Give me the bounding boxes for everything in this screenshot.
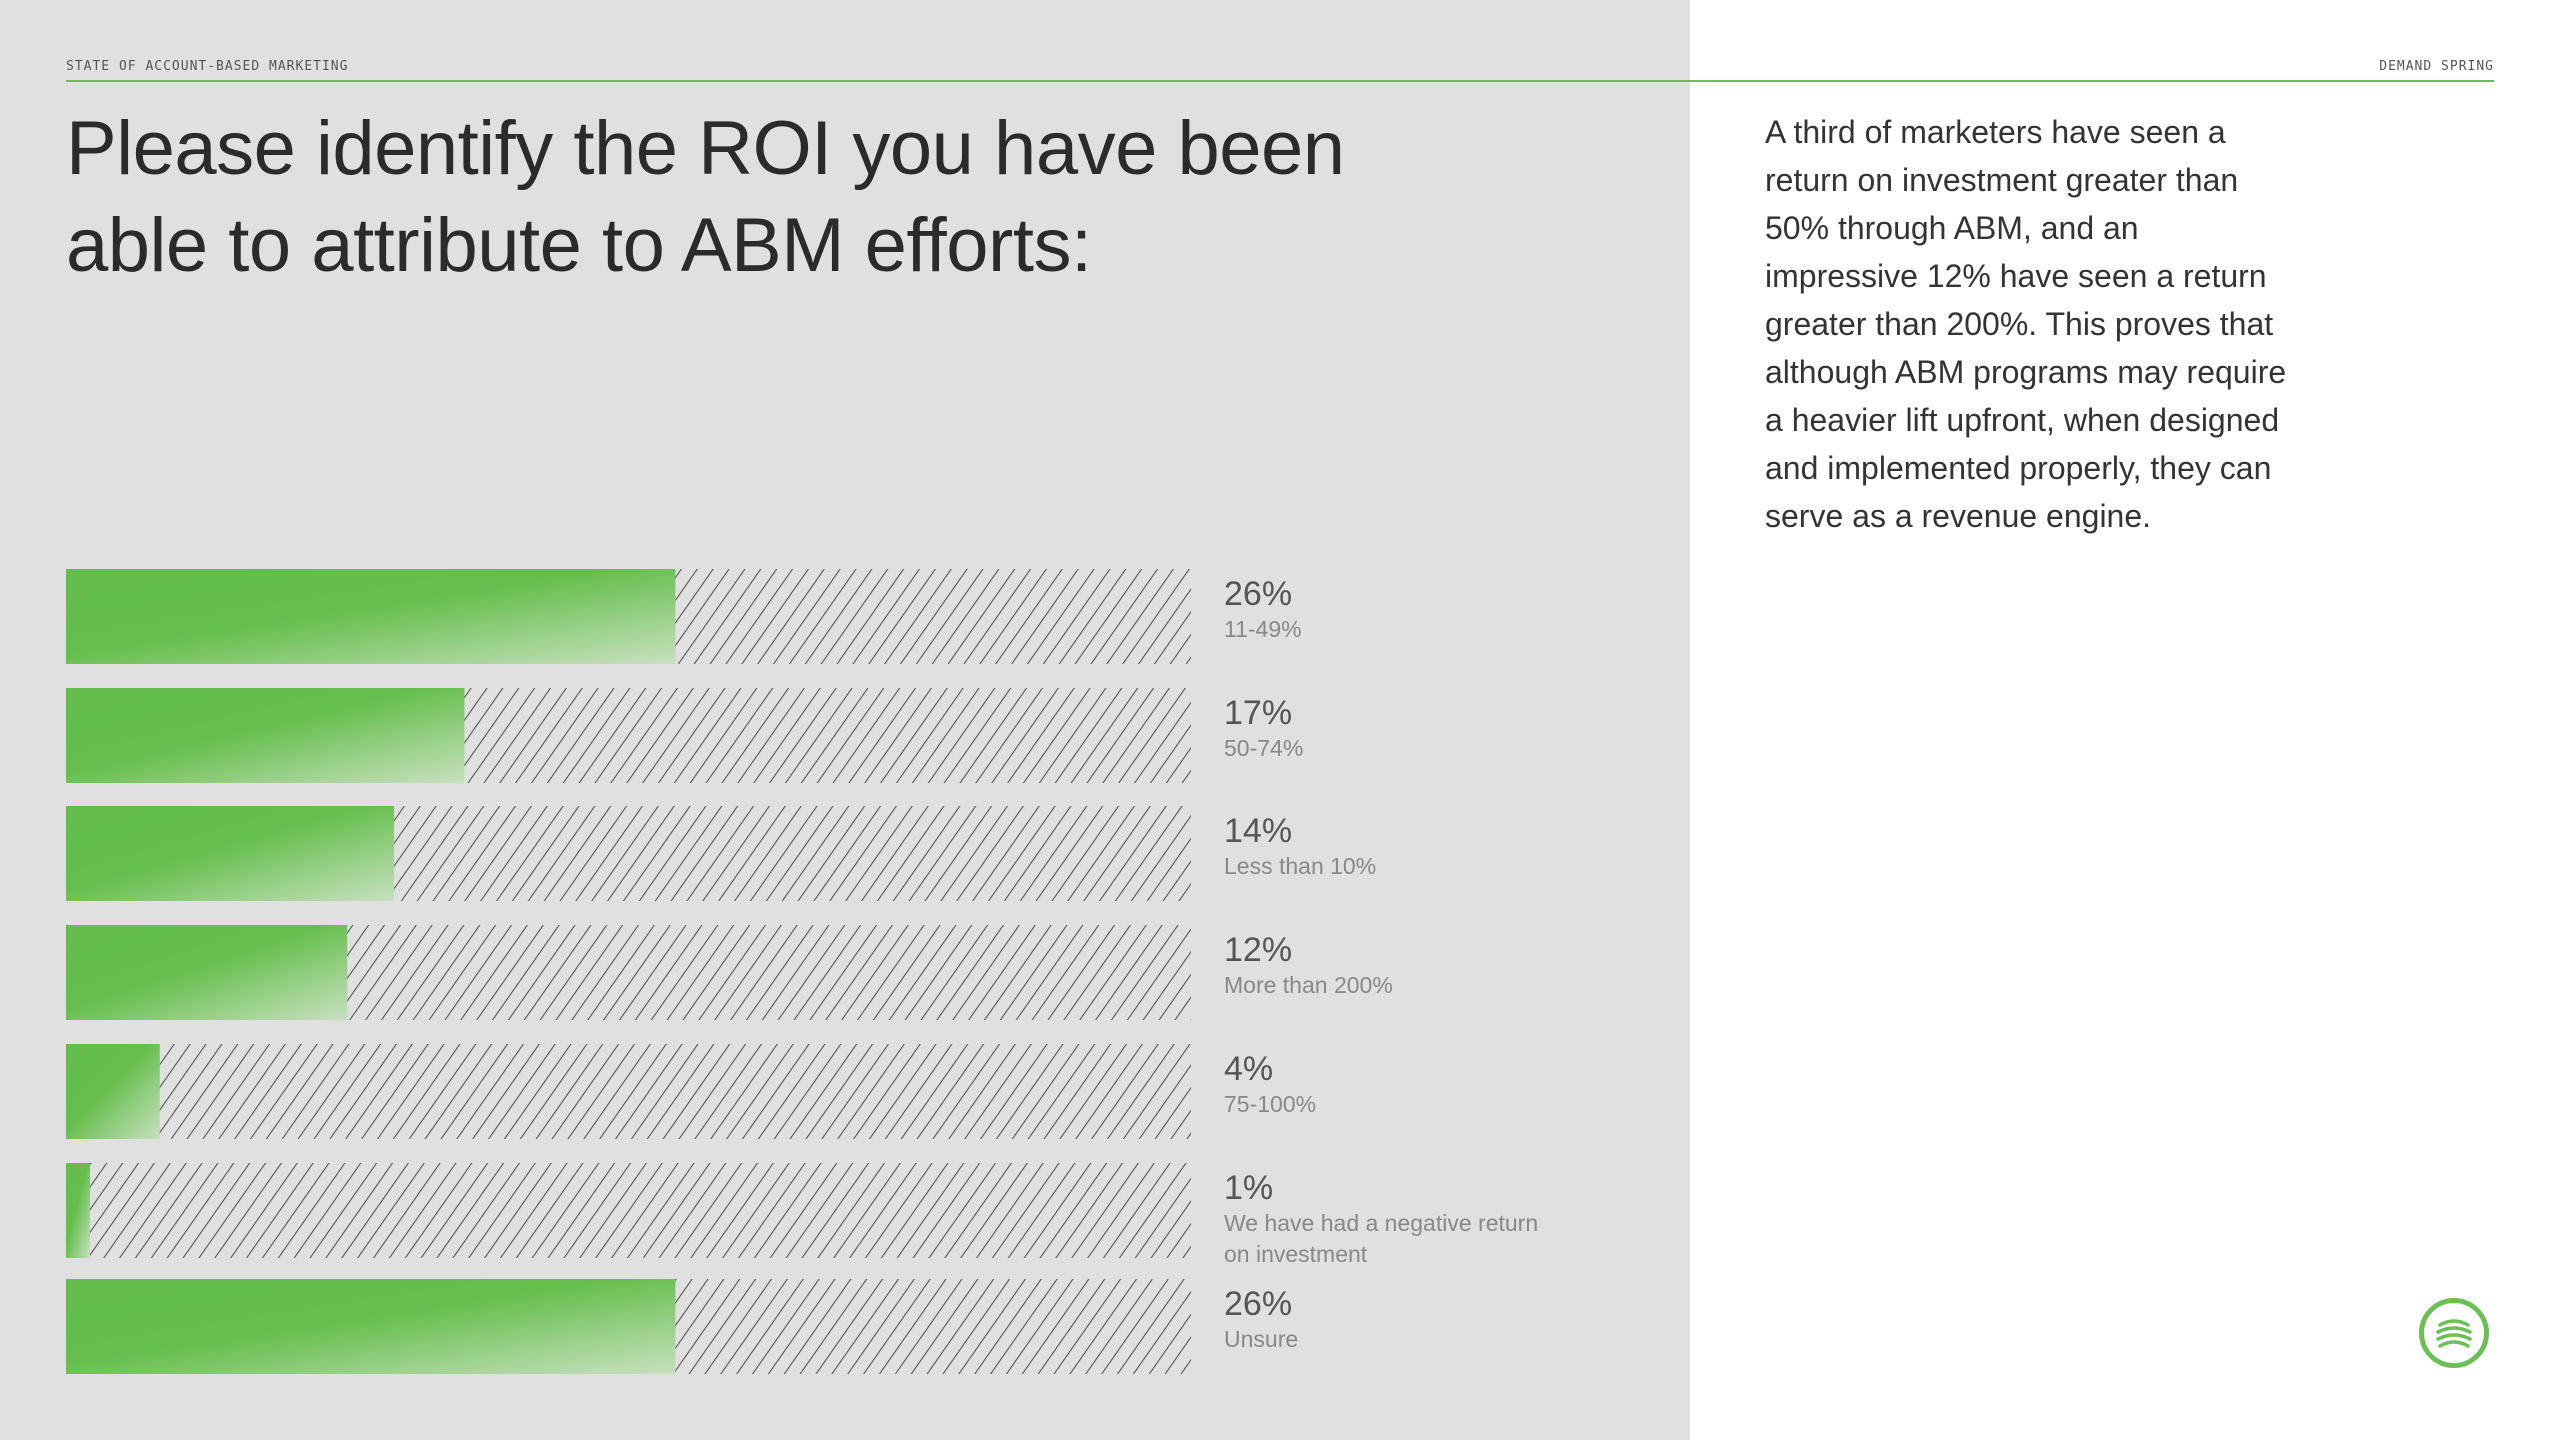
bar-category-label: 11-49% bbox=[1224, 616, 1302, 642]
stacked-coins-icon[interactable] bbox=[2419, 1298, 2489, 1368]
bar-value-label: 14% bbox=[1224, 812, 1292, 850]
bar bbox=[66, 925, 348, 1020]
bar-category-label: on investment bbox=[1224, 1241, 1368, 1267]
bar-value-label: 12% bbox=[1224, 931, 1292, 969]
bar-track bbox=[66, 1163, 1191, 1258]
bar-value-label: 17% bbox=[1224, 694, 1292, 732]
bar bbox=[66, 688, 465, 783]
commentary-text: A third of marketers have seen a return … bbox=[1765, 114, 2287, 534]
bar-category-label: Less than 10% bbox=[1224, 853, 1376, 879]
bar bbox=[66, 806, 395, 901]
bar-category-label: 75-100% bbox=[1224, 1091, 1316, 1117]
bar-category-label: We have had a negative return bbox=[1224, 1210, 1538, 1236]
bar-value-label: 26% bbox=[1224, 1285, 1292, 1323]
bar-category-label: 50-74% bbox=[1224, 735, 1303, 761]
bar bbox=[66, 1279, 676, 1374]
bar bbox=[66, 1044, 160, 1139]
page-title: Please identify the ROI you have been ab… bbox=[66, 106, 1345, 288]
bar-value-label: 1% bbox=[1224, 1169, 1273, 1207]
bar-category-label: More than 200% bbox=[1224, 972, 1393, 998]
report-title-label: STATE OF ACCOUNT-BASED MARKETING bbox=[66, 59, 349, 74]
bar-track bbox=[66, 1044, 1191, 1139]
bar bbox=[66, 569, 676, 664]
header-divider bbox=[66, 80, 2494, 82]
bar-value-label: 26% bbox=[1224, 575, 1292, 613]
roi-bar-chart: 26% 11-49% 17% 50-74% 14% Less than 10% 12% Mor… bbox=[66, 569, 1538, 1374]
bar-category-label: Unsure bbox=[1224, 1326, 1298, 1352]
bar bbox=[66, 1163, 90, 1258]
brand-label: DEMAND SPRING bbox=[2379, 59, 2494, 74]
bar-value-label: 4% bbox=[1224, 1050, 1273, 1088]
